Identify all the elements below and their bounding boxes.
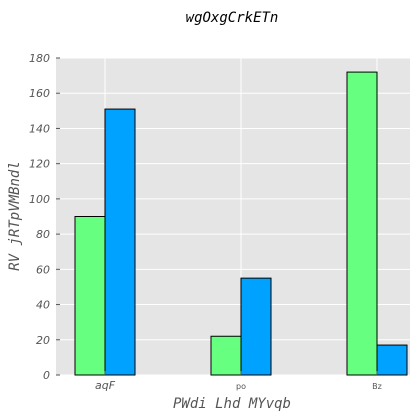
chart-title: wgOxgCrkETn — [186, 10, 279, 26]
bar-aqF-series-1 — [74, 216, 106, 376]
bar-Bz-series-1 — [346, 71, 378, 376]
y-tick-label: 40 — [36, 299, 50, 312]
y-axis-label: RV jRTpVMBndl — [7, 161, 23, 271]
bar-aqF-series-2 — [104, 108, 136, 376]
y-tick-label: 80 — [36, 228, 50, 241]
y-tick-label: 180 — [29, 52, 50, 65]
y-tick-label: 60 — [36, 263, 50, 276]
x-axis: aqF po Bz — [95, 371, 382, 392]
bars — [74, 71, 408, 376]
y-tick-label: 120 — [29, 158, 50, 171]
bar-po-series-1 — [210, 335, 242, 376]
bar-Bz-series-2 — [376, 344, 408, 376]
y-axis: 0 20 40 60 80 100 120 140 160 180 — [29, 52, 60, 382]
x-axis-label: PWdi Lhd MYvqb — [173, 396, 291, 412]
x-tick-label: po — [236, 382, 246, 391]
x-tick-label: Bz — [372, 382, 382, 391]
y-tick-label: 100 — [29, 193, 50, 206]
y-tick-label: 20 — [36, 334, 50, 347]
y-tick-label: 160 — [29, 87, 50, 100]
y-tick-label: 0 — [43, 369, 50, 382]
y-tick-label: 140 — [29, 122, 50, 135]
x-tick-label: aqF — [95, 379, 116, 392]
bar-po-series-2 — [240, 277, 272, 376]
